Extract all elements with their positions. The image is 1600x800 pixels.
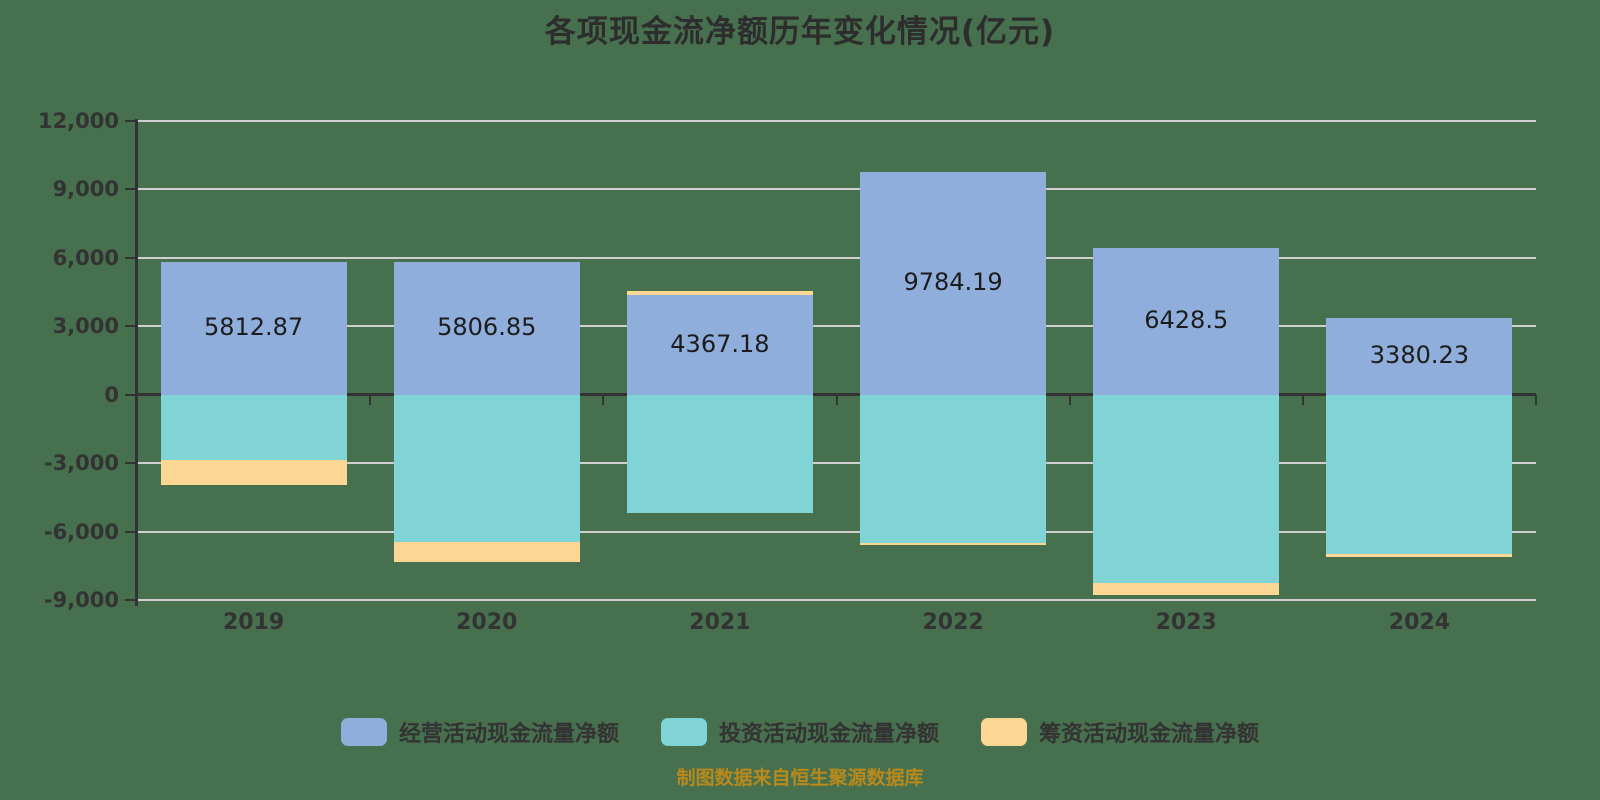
x-label-2020: 2020 [456, 610, 518, 635]
y-tick-label-0: 0 [104, 382, 119, 407]
gridline--3000 [137, 462, 1536, 465]
x-label-2019: 2019 [222, 610, 285, 635]
bar-financing-2020 [393, 541, 580, 562]
y-tick-label-9000: 9,000 [52, 177, 119, 202]
legend-label-operating: 经营活动现金流量净额 [398, 722, 619, 747]
x-label-2023: 2023 [1155, 610, 1217, 635]
value-label-2022: 9784.19 [903, 268, 1003, 297]
value-label-2021: 4367.18 [670, 329, 770, 358]
x-axis-tick-5 [1301, 394, 1304, 405]
bar-financing-2022 [860, 543, 1047, 546]
y-tick-label-6000: 6,000 [52, 245, 119, 270]
gridline--9000 [137, 599, 1536, 601]
y-tick-label-12000: 12,000 [37, 109, 119, 133]
x-label-2021: 2021 [689, 610, 751, 635]
bar-operating-2019 [160, 262, 347, 395]
y-tick-label-3000: 3,000 [52, 314, 119, 339]
gridline-3000 [137, 325, 1536, 328]
chart-title: 各项现金流净额历年变化情况(亿元) [544, 14, 1056, 50]
bar-operating-2024 [1326, 317, 1513, 395]
y-tick-label--9000: -9,000 [43, 588, 119, 612]
bar-investing-2020 [393, 394, 580, 542]
x-label-2024: 2024 [1388, 610, 1451, 635]
legend-item-operating[interactable]: 经营活动现金流量净额 [340, 716, 619, 748]
x-axis-tick-4 [1068, 394, 1071, 405]
bar-operating-2021 [626, 295, 813, 395]
footer-note: 制图数据来自恒生聚源数据库 [676, 767, 924, 789]
value-label-2024: 3380.23 [1369, 341, 1470, 370]
y-axis-line [135, 119, 138, 606]
gridline-9000 [137, 188, 1536, 191]
y-axis-tick-3000 [125, 325, 137, 328]
legend-swatch-investing [660, 718, 707, 746]
legend-item-financing[interactable]: 筹资活动现金流量净额 [981, 716, 1259, 748]
bar-investing-2024 [1326, 394, 1513, 554]
y-tick-label--3000: -3,000 [43, 451, 119, 476]
bar-financing-2023 [1093, 582, 1280, 596]
y-axis-tick-6000 [125, 256, 137, 259]
bar-operating-2020 [393, 262, 580, 395]
bar-investing-2019 [160, 394, 347, 461]
legend-swatch-operating [340, 718, 387, 746]
legend-swatch-financing [981, 718, 1027, 746]
y-axis-tick--3000 [125, 462, 137, 465]
x-axis-tick-2 [602, 394, 605, 405]
bar-operating-2022 [860, 171, 1047, 395]
y-axis-tick-9000 [125, 188, 137, 191]
y-axis-tick-0 [125, 393, 137, 396]
y-axis-tick--6000 [125, 530, 137, 533]
bar-investing-2023 [1093, 394, 1280, 583]
value-label-2023: 6428.5 [1144, 306, 1229, 335]
x-axis-tick-0 [136, 394, 138, 405]
gridline-12000 [137, 120, 1536, 122]
y-axis-tick--9000 [125, 599, 137, 601]
gridline--6000 [137, 530, 1536, 533]
legend-item-investing[interactable]: 投资活动现金流量净额 [660, 716, 939, 748]
value-label-2020: 5806.85 [437, 313, 537, 342]
bar-operating-2023 [1093, 248, 1280, 395]
x-axis-tick-1 [369, 394, 372, 405]
legend-label-investing: 投资活动现金流量净额 [718, 722, 939, 747]
y-tick-label--6000: -6,000 [43, 519, 119, 544]
x-label-2022: 2022 [922, 610, 984, 635]
bar-investing-2021 [626, 394, 813, 514]
bar-financing-2019 [160, 460, 347, 485]
legend-label-financing: 筹资活动现金流量净额 [1039, 722, 1260, 747]
x-axis-tick-3 [835, 394, 838, 405]
bar-financing-2024 [1326, 553, 1513, 557]
y-axis-tick-12000 [125, 120, 137, 122]
x-axis-tick-6 [1535, 394, 1537, 405]
bar-financing-2021 [626, 290, 813, 296]
value-label-2019: 5812.87 [203, 313, 304, 342]
gridline-6000 [137, 256, 1536, 259]
legend: 经营活动现金流量净额 投资活动现金流量净额 筹资活动现金流量净额 [0, 716, 1600, 748]
bar-investing-2022 [860, 394, 1047, 544]
